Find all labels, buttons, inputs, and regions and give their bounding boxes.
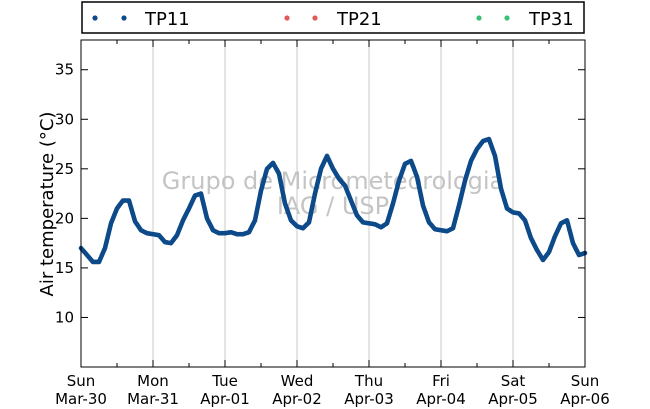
legend-marker [92,15,98,21]
x-tick-label-day: Fri [432,372,450,390]
x-tick-label-date: Apr-04 [416,390,466,408]
legend-marker [476,15,482,21]
x-tick-label-day: Wed [281,372,314,390]
y-tick-label: 20 [55,209,74,227]
y-axis-ticks: 10 15 20 25 30 35 [55,61,585,326]
watermark-line-2: IAG / USP [277,192,389,220]
legend-box [81,1,585,34]
y-tick-label: 15 [55,259,74,277]
y-tick-label: 30 [55,110,74,128]
y-axis-label: Air temperature (°C) [37,112,58,297]
legend-label: TP31 [528,9,574,30]
x-axis-ticks: SunMar-30MonMar-31TueApr-01WedApr-02ThuA… [55,40,610,408]
legend-label: TP21 [336,9,382,30]
y-tick-label: 35 [55,61,74,79]
x-tick-label-day: Tue [211,372,238,390]
x-tick-label-day: Sun [67,372,96,390]
x-tick-label-date: Apr-06 [560,390,610,408]
x-tick-label-date: Mar-31 [127,390,179,408]
legend-marker [504,15,510,21]
x-tick-label-day: Thu [354,372,383,390]
x-tick-label-day: Mon [137,372,169,390]
legend-marker [312,15,318,21]
legend-label: TP11 [144,9,190,30]
y-tick-label: 10 [55,308,74,326]
x-tick-label-date: Apr-05 [488,390,538,408]
legend: TP11 TP21 TP31 [92,9,574,30]
x-tick-label-date: Mar-30 [55,390,107,408]
x-tick-label-date: Apr-01 [200,390,250,408]
legend-marker [284,15,290,21]
series-points [78,136,588,265]
series-TP11 [78,136,588,265]
y-tick-label: 25 [55,160,74,178]
plot-background [81,40,585,367]
x-tick-label-day: Sat [501,372,526,390]
x-tick-label-date: Apr-03 [344,390,394,408]
x-tick-label-day: Sun [571,372,600,390]
vertical-gridlines [152,40,514,367]
x-tick-label-date: Apr-02 [272,390,322,408]
legend-marker [121,15,127,21]
